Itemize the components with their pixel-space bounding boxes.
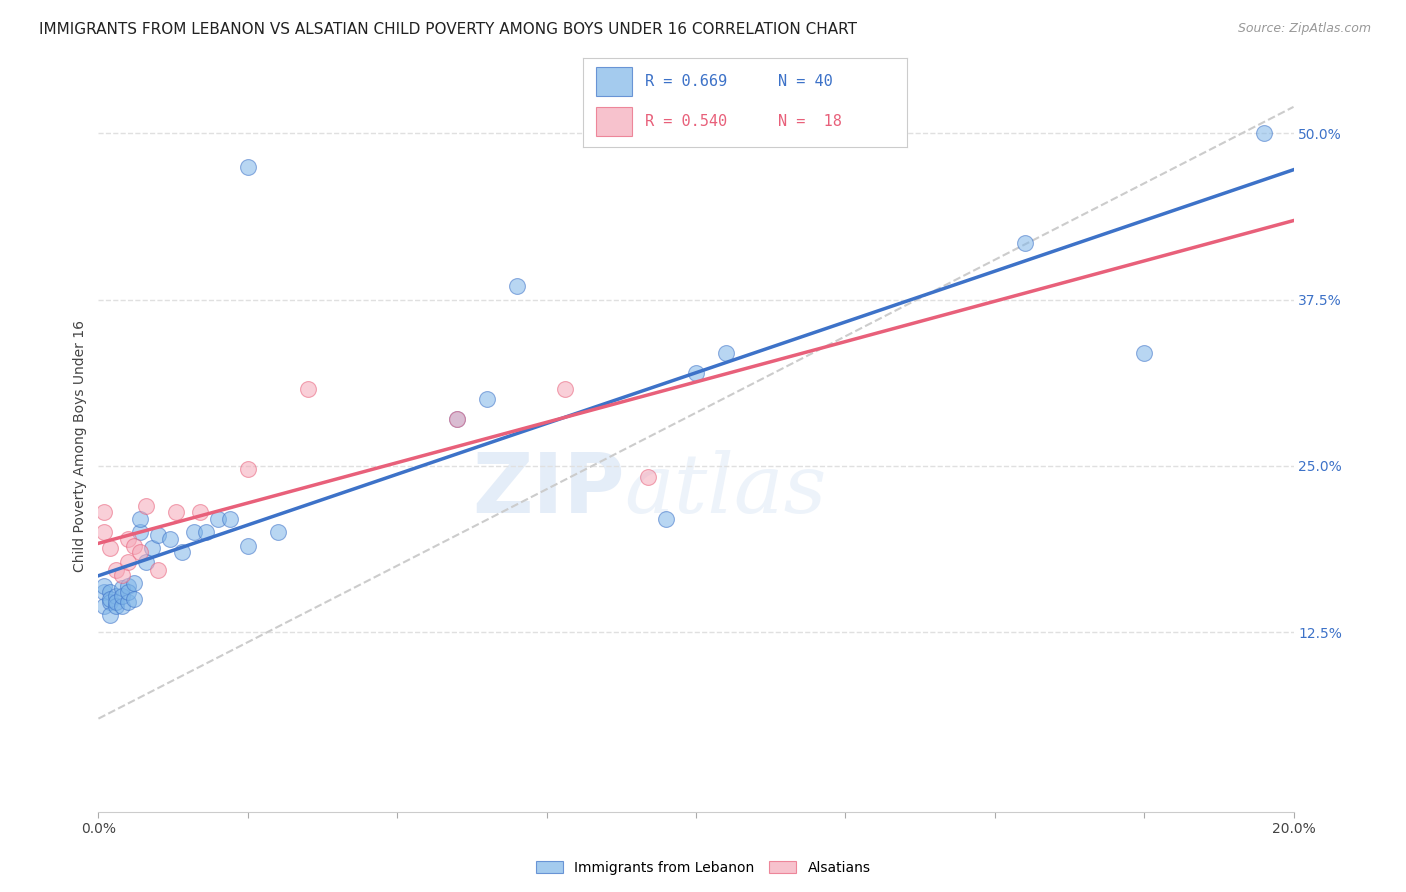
Point [117, 594, 139, 608]
Point [236, 160, 259, 174]
Point [165, 506, 187, 520]
Point [506, 279, 529, 293]
Point [105, 563, 128, 577]
Point [105, 599, 128, 613]
Point [93, 579, 115, 593]
Point [1253, 127, 1275, 141]
Point [135, 499, 157, 513]
Point [446, 412, 468, 426]
Point [129, 525, 152, 540]
Point [129, 545, 152, 559]
Point [129, 512, 152, 526]
Text: R = 0.540: R = 0.540 [645, 114, 727, 129]
Point [93, 585, 115, 599]
Point [236, 539, 259, 553]
Text: IMMIGRANTS FROM LEBANON VS ALSATIAN CHILD POVERTY AMONG BOYS UNDER 16 CORRELATIO: IMMIGRANTS FROM LEBANON VS ALSATIAN CHIL… [39, 22, 858, 37]
Text: Source: ZipAtlas.com: Source: ZipAtlas.com [1237, 22, 1371, 36]
Text: ZIP: ZIP [472, 450, 624, 531]
Bar [596, 107, 633, 136]
Point [297, 382, 319, 396]
Point [124, 591, 146, 606]
Point [1133, 346, 1156, 360]
Point [93, 599, 115, 613]
Point [159, 532, 181, 546]
Point [98, 591, 122, 606]
Point [105, 589, 128, 603]
Point [188, 506, 211, 520]
Point [98, 541, 122, 556]
Point [148, 563, 170, 577]
Text: N = 40: N = 40 [778, 74, 832, 89]
Point [475, 392, 498, 407]
Point [195, 525, 218, 540]
Legend: Immigrants from Lebanon, Alsatians: Immigrants from Lebanon, Alsatians [530, 855, 876, 880]
Text: R = 0.669: R = 0.669 [645, 74, 727, 89]
Point [148, 528, 170, 542]
Point [219, 512, 242, 526]
Point [141, 541, 163, 556]
Bar [596, 67, 633, 96]
Point [135, 555, 157, 569]
Point [98, 585, 122, 599]
Point [124, 539, 146, 553]
Point [111, 599, 134, 613]
Point [93, 506, 115, 520]
Point [236, 461, 259, 475]
Point [554, 382, 576, 396]
Point [685, 366, 707, 380]
Point [93, 525, 115, 540]
Point [98, 607, 122, 622]
Point [111, 589, 134, 603]
Point [117, 532, 139, 546]
Point [117, 579, 139, 593]
Point [117, 555, 139, 569]
Point [446, 412, 468, 426]
Point [637, 469, 659, 483]
Point [111, 568, 134, 582]
Text: N =  18: N = 18 [778, 114, 841, 129]
Point [111, 582, 134, 596]
Point [183, 525, 205, 540]
Point [124, 576, 146, 591]
Text: atlas: atlas [624, 450, 827, 530]
Point [172, 545, 194, 559]
Point [207, 512, 229, 526]
Point [655, 512, 678, 526]
Point [714, 346, 737, 360]
Y-axis label: Child Poverty Among Boys Under 16: Child Poverty Among Boys Under 16 [73, 320, 87, 572]
Point [98, 594, 122, 608]
Point [117, 585, 139, 599]
Point [1014, 235, 1036, 250]
Point [267, 525, 290, 540]
Point [105, 594, 128, 608]
